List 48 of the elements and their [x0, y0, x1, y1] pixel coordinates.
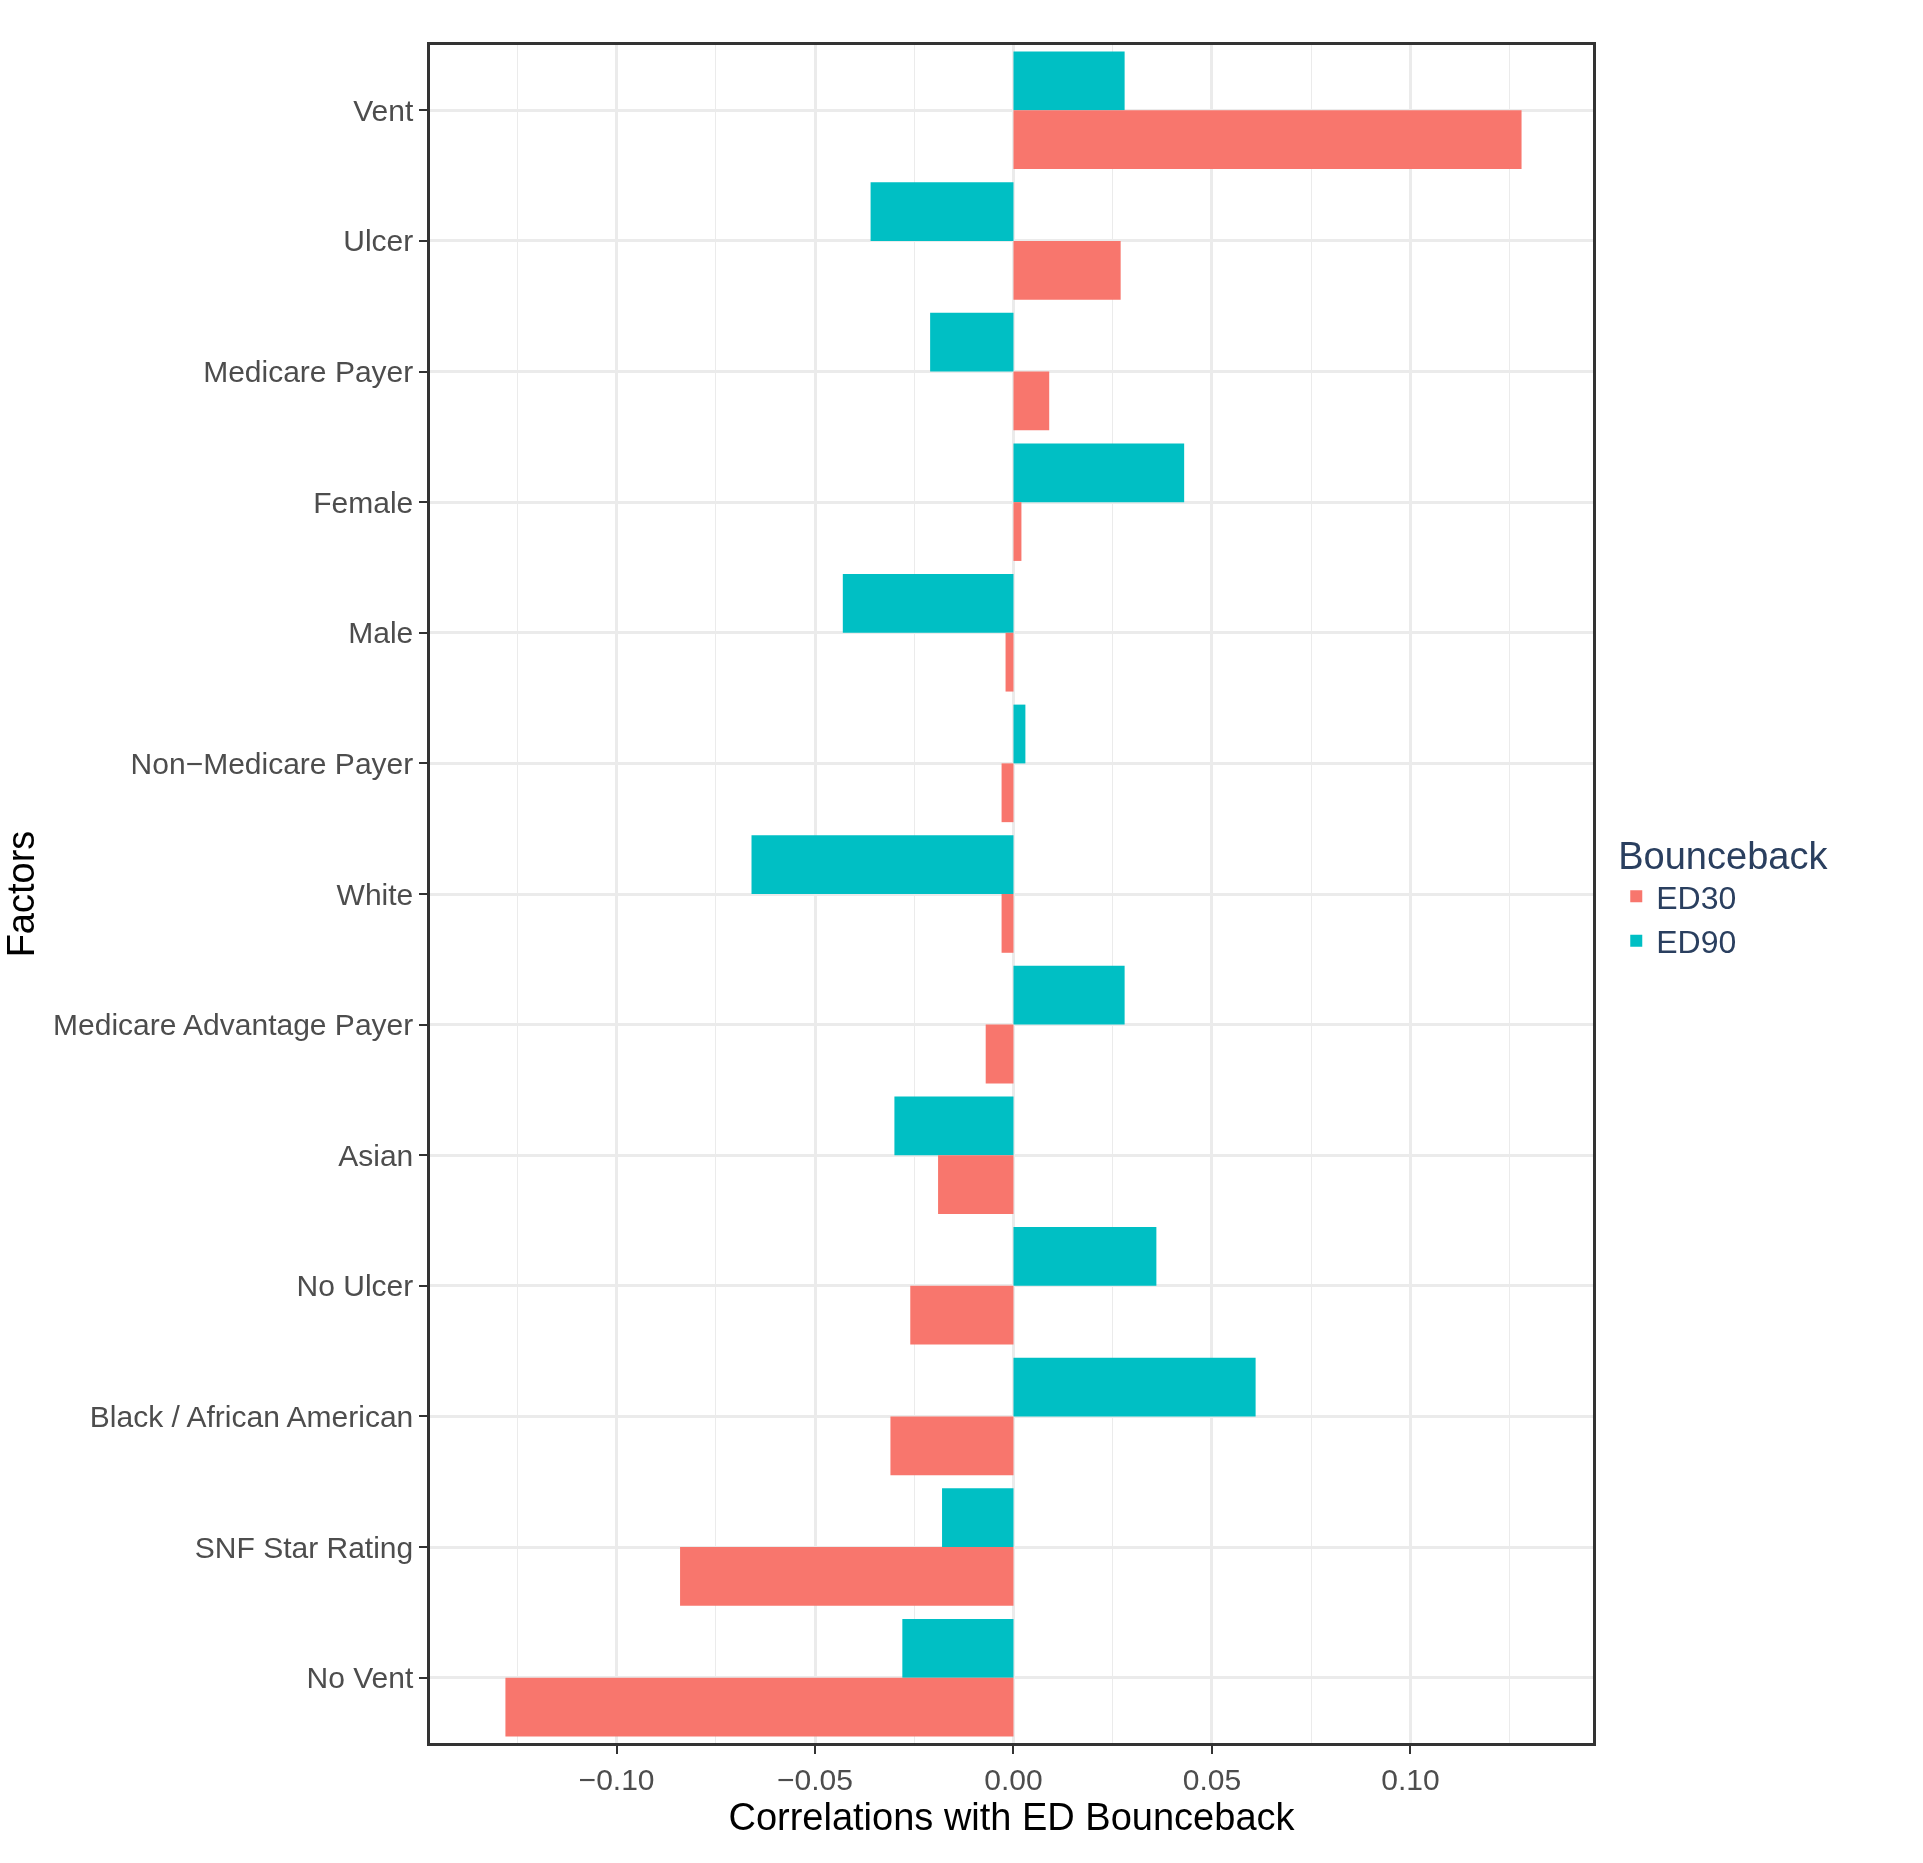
x-tick-label: 0.00	[984, 1762, 1043, 1796]
bar	[680, 1547, 1014, 1606]
bar	[1013, 110, 1522, 170]
bar	[1013, 502, 1022, 561]
legend-label: ED30	[1656, 879, 1737, 916]
y-tick-label: No Vent	[306, 1661, 414, 1695]
y-tick-label: SNF Star Rating	[194, 1530, 414, 1564]
bar	[942, 1488, 1014, 1548]
y-tick-label: Ulcer	[343, 224, 414, 258]
bar	[1013, 1357, 1256, 1417]
y-tick-label: Medicare Advantage Payer	[53, 1008, 414, 1042]
y-tick-label: No Ulcer	[296, 1269, 414, 1303]
y-tick-label: Medicare Payer	[203, 355, 414, 389]
x-tick-label: −0.10	[578, 1762, 655, 1796]
bar	[985, 1024, 1014, 1084]
bar	[870, 182, 1014, 241]
bar	[894, 1096, 1014, 1156]
bar	[1013, 240, 1121, 300]
bar	[1001, 894, 1014, 953]
bar	[910, 1285, 1014, 1345]
bar	[1013, 51, 1125, 111]
bar	[842, 573, 1014, 633]
legend-title: Bounceback	[1618, 834, 1829, 877]
y-tick-label: Male	[348, 616, 414, 650]
x-axis-title: Correlations with ED Bounceback	[728, 1795, 1296, 1838]
x-tick-label: 0.05	[1182, 1762, 1242, 1796]
x-tick-label: 0.10	[1381, 1762, 1440, 1796]
bar	[890, 1416, 1014, 1476]
x-tick-label: −0.05	[777, 1762, 853, 1796]
bar	[1001, 763, 1014, 823]
bar	[938, 1155, 1014, 1215]
bar	[902, 1618, 1014, 1678]
y-axis-title: Factors	[0, 830, 42, 958]
bar	[751, 835, 1014, 894]
y-tick-label: Asian	[338, 1138, 414, 1172]
y-tick-label: White	[336, 877, 414, 911]
bar	[930, 312, 1014, 372]
bar	[1013, 704, 1026, 764]
y-tick-label: Black / African American	[89, 1399, 414, 1433]
bar	[505, 1677, 1014, 1737]
y-tick-label: Female	[313, 485, 414, 519]
bar	[1013, 1227, 1157, 1286]
legend-label: ED90	[1656, 924, 1737, 961]
bar	[1013, 965, 1125, 1025]
y-tick-label: Non−Medicare Payer	[130, 746, 414, 780]
bar	[1013, 443, 1185, 503]
y-tick-label: Vent	[353, 93, 414, 127]
bar	[1013, 371, 1050, 431]
